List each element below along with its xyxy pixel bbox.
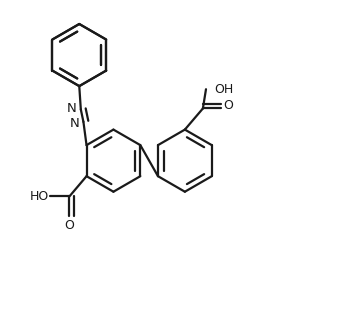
Text: O: O [223,100,233,113]
Text: N: N [67,102,77,115]
Text: OH: OH [215,83,234,96]
Text: N: N [70,117,80,130]
Text: HO: HO [29,190,49,203]
Text: O: O [64,219,74,232]
